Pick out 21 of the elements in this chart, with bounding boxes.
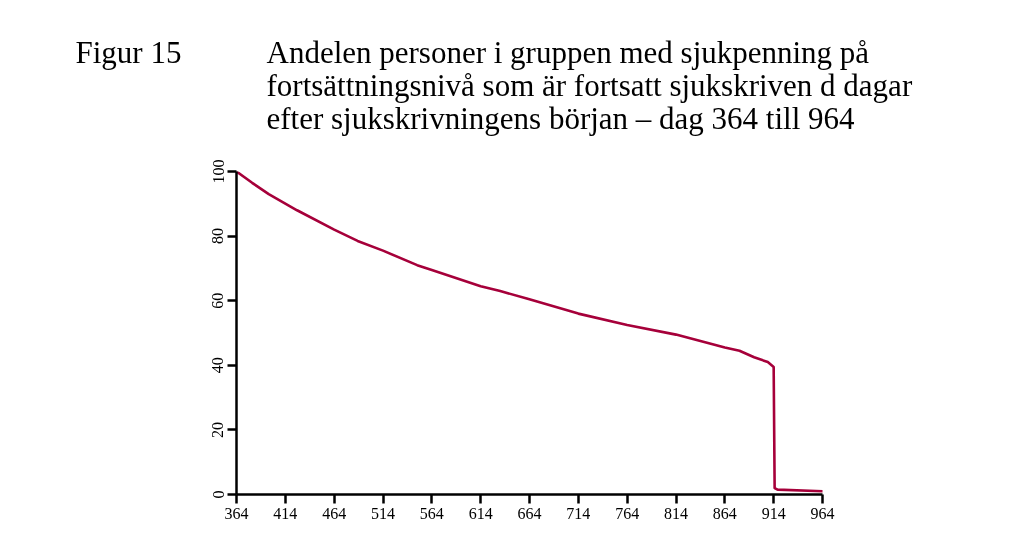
y-tick-label: 20 <box>209 421 227 438</box>
y-tick-label: 60 <box>209 292 227 309</box>
x-tick-label: 364 <box>224 504 249 522</box>
y-tick-label: 0 <box>209 490 227 499</box>
x-tick-label: 664 <box>517 504 542 522</box>
x-tick-label: 464 <box>322 504 347 522</box>
x-tick-label: 914 <box>761 504 786 522</box>
x-tick-label: 814 <box>664 504 688 522</box>
y-tick-label: 40 <box>209 357 227 374</box>
y-tick-label: 100 <box>209 159 227 184</box>
y-tick-label: 80 <box>209 228 227 245</box>
x-tick-label: 614 <box>468 504 493 522</box>
x-tick-label: 564 <box>419 504 444 522</box>
x-tick-label: 414 <box>273 504 298 522</box>
x-tick-label: 514 <box>371 504 395 522</box>
x-tick-label: 714 <box>566 504 591 522</box>
x-tick-label: 964 <box>810 504 835 522</box>
x-tick-label: 764 <box>615 504 640 522</box>
chart-title: Andelen personer i gruppen med sjukpenning på fortsättningsnivå som är fortsatt sjukskriven d dagar efter sjukskrivningens början – dag 364 till 964 <box>266 35 913 136</box>
x-tick-label: 864 <box>712 504 737 522</box>
text: Figur 15 <box>75 35 182 70</box>
